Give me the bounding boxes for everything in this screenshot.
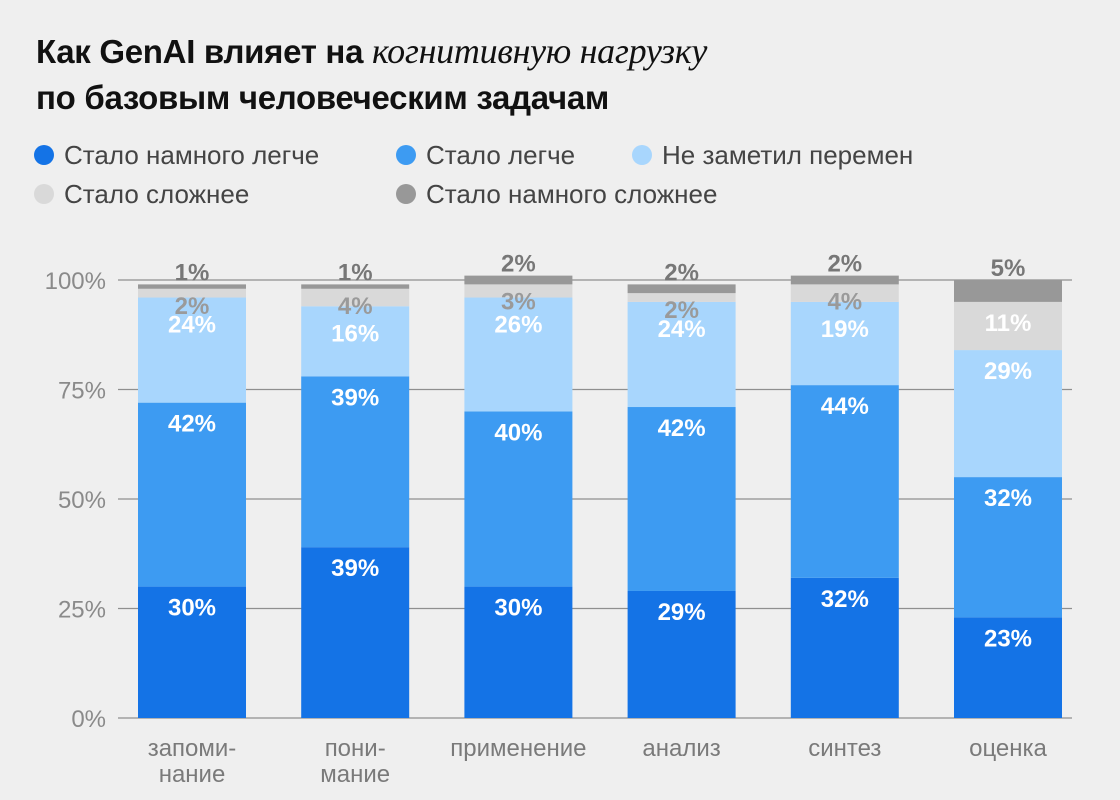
legend-label: Не заметил перемен xyxy=(662,139,914,170)
data-label: 2% xyxy=(175,293,210,320)
bar-segment xyxy=(301,547,410,718)
x-tick-label: пони- xyxy=(325,735,386,762)
x-tick-label: запоми- xyxy=(148,735,237,762)
y-tick-label: 75% xyxy=(58,378,106,405)
data-label: 3% xyxy=(501,288,536,315)
bar-segment xyxy=(790,301,899,386)
legend-item-much-easier: Стало намного легче xyxy=(34,140,319,170)
data-label: 26% xyxy=(494,312,542,339)
data-label: 30% xyxy=(494,595,542,622)
data-label: 29% xyxy=(658,599,706,626)
legend-swatch-much-easier xyxy=(34,145,54,165)
y-tick-label: 0% xyxy=(71,706,106,733)
data-label: 24% xyxy=(658,316,706,343)
bar-segment xyxy=(301,306,410,377)
legend-swatch-harder xyxy=(34,184,54,204)
data-label: 2% xyxy=(664,297,699,324)
title-italic: когнитивную нагрузку xyxy=(372,31,708,71)
bar-segment xyxy=(954,301,1062,351)
legend-swatch-no-change xyxy=(632,145,652,165)
data-label: 32% xyxy=(821,586,869,613)
bar-segment xyxy=(954,350,1062,478)
y-tick-label: 100% xyxy=(45,268,106,295)
bar-segment xyxy=(138,284,246,289)
x-tick-label: нание xyxy=(159,761,226,788)
data-label: 24% xyxy=(168,312,216,339)
bar-segment xyxy=(627,590,736,718)
data-label: 4% xyxy=(827,288,862,315)
legend-item-much-harder: Стало намного сложнее xyxy=(396,179,717,209)
bar-segment xyxy=(627,301,736,408)
bar-segment xyxy=(954,280,1062,302)
bar-segment xyxy=(790,275,899,285)
chart-title: Как GenAI влияет на когнитивную нагрузку… xyxy=(36,28,1096,121)
legend-swatch-easier xyxy=(396,145,416,165)
title-line-2: по базовым человеческим задачам xyxy=(36,79,610,116)
bar-segment xyxy=(790,577,899,718)
data-label: 2% xyxy=(664,259,699,286)
data-label: 11% xyxy=(985,310,1032,337)
data-label: 5% xyxy=(991,255,1026,282)
y-tick-label: 50% xyxy=(58,487,106,514)
data-label: 44% xyxy=(821,393,869,420)
data-label: 2% xyxy=(501,251,536,278)
bar-segment xyxy=(138,586,246,718)
data-label: 19% xyxy=(821,316,869,343)
bar-segment xyxy=(790,284,899,302)
bar-segment xyxy=(464,297,573,412)
bar-segment xyxy=(138,297,246,403)
data-label: 42% xyxy=(168,411,216,438)
data-label: 40% xyxy=(494,419,542,446)
bar-segment xyxy=(464,586,573,718)
data-label: 4% xyxy=(338,293,373,320)
bar-segment xyxy=(138,402,246,587)
legend-label: Стало сложнее xyxy=(64,178,250,209)
legend-label: Стало намного сложнее xyxy=(426,178,718,209)
x-tick-label: оценка xyxy=(969,735,1047,762)
bar-segment xyxy=(790,385,899,578)
bar-segment xyxy=(464,411,573,587)
legend-label: Стало намного легче xyxy=(64,139,320,170)
legend-item-easier: Стало легче xyxy=(396,140,575,170)
bar-segment xyxy=(954,477,1062,618)
bar-segment xyxy=(954,617,1062,718)
x-tick-label: мание xyxy=(320,761,390,788)
data-label: 16% xyxy=(331,320,379,347)
data-label: 30% xyxy=(168,595,216,622)
bar-segment xyxy=(464,275,573,285)
y-tick-label: 25% xyxy=(58,597,106,624)
data-label: 2% xyxy=(827,251,862,278)
legend-label: Стало легче xyxy=(426,139,576,170)
bar-segment xyxy=(627,407,736,591)
data-label: 42% xyxy=(658,415,706,442)
bar-segment xyxy=(301,376,410,548)
bar-segment xyxy=(627,293,736,302)
data-label: 1% xyxy=(338,259,373,286)
x-tick-label: синтез xyxy=(808,735,881,762)
bar-segment xyxy=(464,284,573,298)
bar-segment xyxy=(627,284,736,294)
legend-item-no-change: Не заметил перемен xyxy=(632,140,913,170)
bar-segment xyxy=(301,288,410,307)
data-label: 39% xyxy=(331,555,379,582)
x-tick-label: применение xyxy=(450,735,586,762)
data-label: 1% xyxy=(175,259,210,286)
x-tick-label: анализ xyxy=(642,735,720,762)
bar-segment xyxy=(301,284,410,289)
data-label: 29% xyxy=(984,358,1032,385)
legend-swatch-much-harder xyxy=(396,184,416,204)
data-label: 23% xyxy=(984,625,1032,652)
data-label: 32% xyxy=(984,485,1032,512)
legend-item-harder: Стало сложнее xyxy=(34,179,249,209)
bar-segment xyxy=(138,288,246,298)
data-label: 39% xyxy=(331,384,379,411)
title-part-1: Как GenAI влияет на xyxy=(36,33,372,70)
